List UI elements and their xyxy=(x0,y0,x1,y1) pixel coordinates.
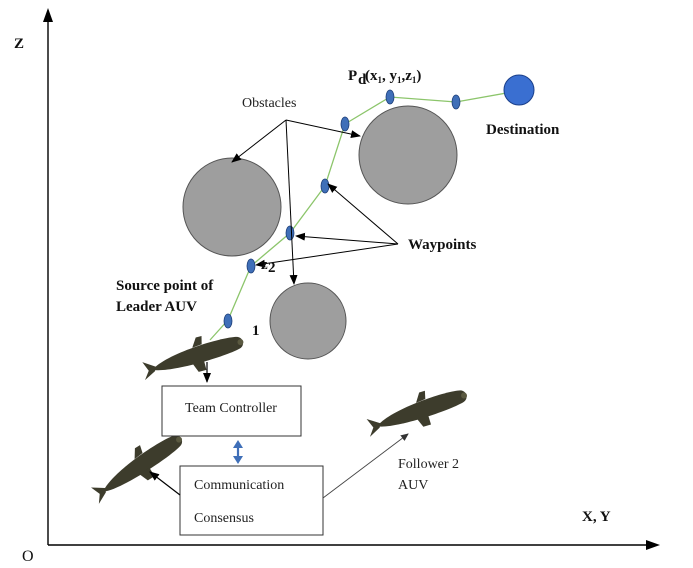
obstacle-large-left xyxy=(182,157,282,257)
consensus-to-follower1-arrow xyxy=(149,471,181,496)
waypoint-1 xyxy=(223,313,233,329)
xy-axis-label: X, Y xyxy=(582,509,611,525)
follower-1-auv xyxy=(84,424,192,509)
obstacles-label: Obstacles xyxy=(242,96,296,111)
z2-sub: 2 xyxy=(268,260,276,276)
waypoint-arrow-middle xyxy=(295,232,399,245)
consensus-to-follower2-arrow xyxy=(322,433,409,499)
waypoint-5 xyxy=(340,116,350,132)
pd-coords: (x1, y1,z1) xyxy=(365,68,421,85)
follower-label-line2: AUV xyxy=(398,478,428,493)
source-label-line1: Source point of xyxy=(116,278,214,294)
destination-marker xyxy=(503,74,535,106)
consensus-link-head-up xyxy=(233,440,243,448)
obstacle-arrow-bottom xyxy=(285,119,298,285)
obstacle-large-right xyxy=(358,105,458,205)
source-label-line2: Leader AUV xyxy=(116,299,197,315)
pd-main: P xyxy=(348,68,357,84)
z-axis-label: Z xyxy=(14,36,24,52)
obstacle-arrow-right xyxy=(285,119,361,139)
z-axis-arrowhead xyxy=(43,8,53,22)
waypoint-z2 xyxy=(246,258,256,274)
xy-axis-arrowhead xyxy=(646,540,660,550)
origin-label: O xyxy=(22,548,34,565)
consensus-label: Consensus xyxy=(194,511,254,526)
pd-label: P d (x1, y1,z1) xyxy=(348,68,421,88)
leader-auv xyxy=(137,325,248,386)
communication-consensus-box xyxy=(179,465,324,536)
follower-label-line1: Follower 2 xyxy=(398,457,459,472)
follower-2-auv xyxy=(361,379,473,443)
communication-label: Communication xyxy=(194,478,284,493)
waypoint-7 xyxy=(451,94,461,110)
team-controller-box xyxy=(161,385,302,437)
waypoint-pd xyxy=(385,89,395,105)
z2-main: z xyxy=(261,257,268,273)
waypoint-arrow-bottom xyxy=(255,243,399,268)
z2-label: z 2 xyxy=(261,257,276,276)
waypoint-4 xyxy=(320,178,330,194)
waypoint-arrow-top xyxy=(327,183,399,245)
obstacle-small xyxy=(269,282,347,360)
consensus-link-head-down xyxy=(233,456,243,464)
team-controller-label: Team Controller xyxy=(185,401,277,416)
waypoint-3 xyxy=(285,225,295,241)
waypoint-one-label: 1 xyxy=(252,323,260,339)
pd-sub: d xyxy=(358,72,367,88)
waypoints-label: Waypoints xyxy=(408,237,477,253)
destination-label: Destination xyxy=(486,122,560,138)
obstacle-arrow-left xyxy=(231,119,287,163)
